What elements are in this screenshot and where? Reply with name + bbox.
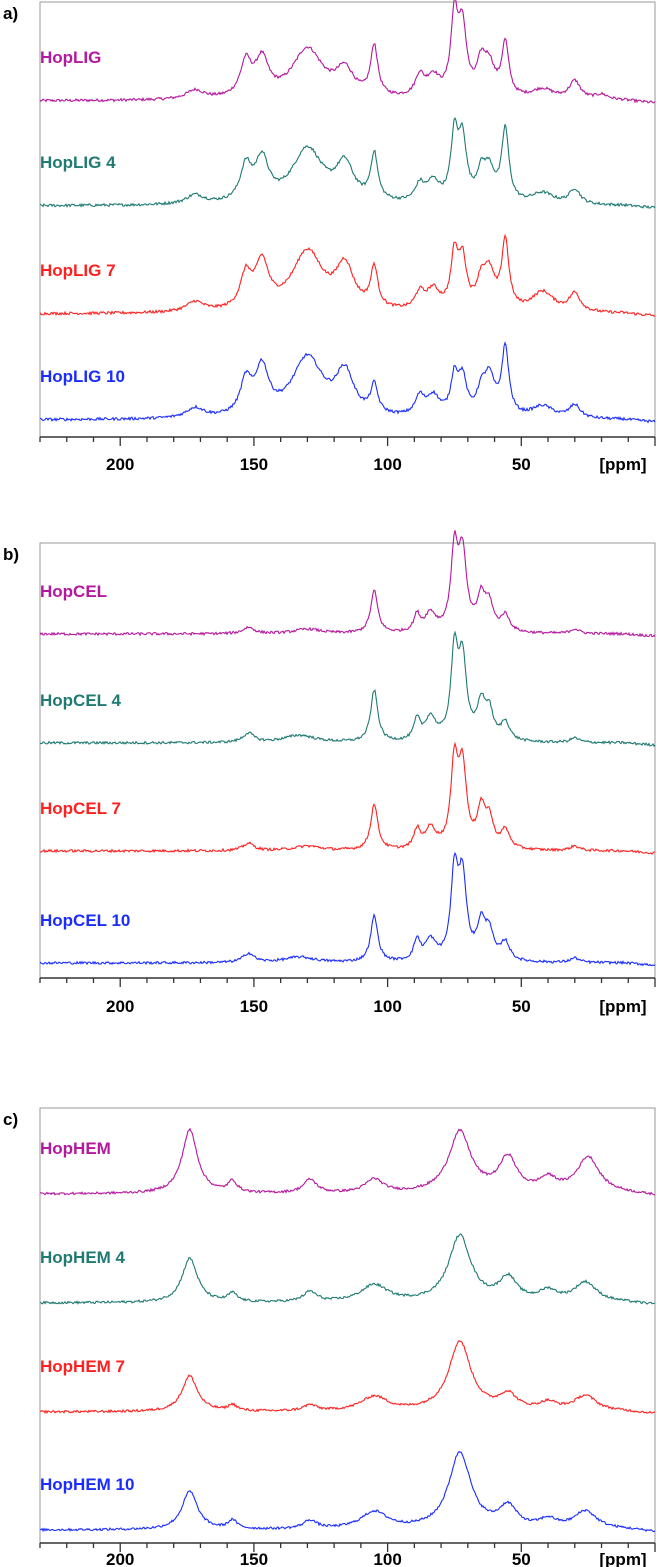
- x-tick-label: 100: [373, 1550, 401, 1567]
- panel-label: b): [3, 545, 19, 564]
- spectrum-line: [39, 851, 656, 967]
- panel-label: c): [3, 1110, 18, 1129]
- spectrum-line: [39, 741, 656, 855]
- x-axis-label: [ppm]: [599, 997, 646, 1016]
- plot-frame: [39, 1, 656, 437]
- spectrum-line: [39, 630, 656, 748]
- panel-c: c) 200 150 100 50 [ppm] HopHEM HopHEM 4 HopHEM 7…: [3, 1107, 656, 1567]
- spectrum-line: [39, 1450, 656, 1533]
- panel-b: b) 200 150 100 50 [ppm] HopCEL HopCEL 4 HopCEL 7…: [3, 530, 656, 1016]
- spectrum-line: [39, 341, 656, 424]
- plot-frame: [39, 542, 656, 978]
- series-label: HopHEM: [40, 1139, 111, 1158]
- spectrum-line: [39, 0, 656, 104]
- plot-frame: [39, 1107, 656, 1543]
- panel-label: a): [3, 4, 18, 23]
- series-label: HopCEL 4: [40, 691, 121, 710]
- x-tick-label: 100: [373, 455, 401, 474]
- series-label: HopHEM 4: [40, 1248, 126, 1267]
- x-tick-label: 150: [240, 997, 268, 1016]
- x-axis-label: [ppm]: [599, 455, 646, 474]
- series-label: HopCEL: [40, 582, 107, 601]
- series-label: HopHEM 10: [40, 1475, 134, 1494]
- x-tick-label: 200: [106, 455, 134, 474]
- x-tick-label: 150: [240, 455, 268, 474]
- panel-a: a) 200 150 100 50 [ppm] HopLIG HopLIG 4 HopLIG 7…: [3, 0, 656, 474]
- series-label: HopLIG: [40, 48, 101, 67]
- spectrum-line: [39, 116, 656, 209]
- x-tick-label: 50: [512, 997, 531, 1016]
- series-label: HopLIG 10: [40, 367, 125, 386]
- x-tick-label: 200: [106, 997, 134, 1016]
- spectrum-line: [39, 1127, 656, 1196]
- spectrum-line: [39, 233, 656, 317]
- x-tick-label: 200: [106, 1550, 134, 1567]
- x-tick-label: 150: [240, 1550, 268, 1567]
- x-tick-label: 50: [512, 455, 531, 474]
- series-label: HopLIG 7: [40, 261, 116, 280]
- series-label: HopLIG 4: [40, 153, 116, 172]
- x-axis-label: [ppm]: [599, 1550, 646, 1567]
- series-label: HopCEL 7: [40, 799, 121, 818]
- series-label: HopHEM 7: [40, 1357, 125, 1376]
- spectrum-line: [39, 530, 656, 638]
- x-tick-label: 50: [512, 1550, 531, 1567]
- series-label: HopCEL 10: [40, 911, 130, 930]
- spectrum-line: [39, 1339, 656, 1415]
- spectrum-line: [39, 1233, 655, 1305]
- x-tick-label: 100: [373, 997, 401, 1016]
